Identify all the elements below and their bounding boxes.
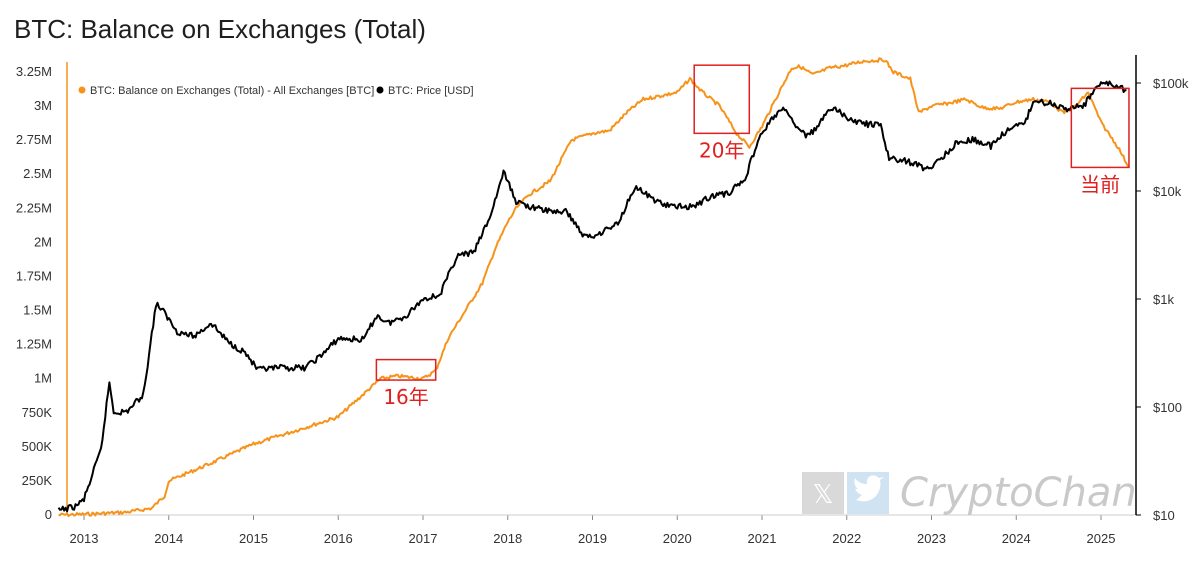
legend-marker-balance xyxy=(78,86,86,94)
y-left-tick-label: 0 xyxy=(45,507,52,522)
annotation-box xyxy=(375,358,437,381)
x-tick-label: 2016 xyxy=(324,531,353,546)
watermark-text: CryptoChan xyxy=(900,470,1137,516)
balance-series-line xyxy=(58,57,1130,518)
x-tick-label: 2020 xyxy=(663,531,692,546)
x-logo-icon xyxy=(802,472,844,514)
annotation-label: 16年 xyxy=(383,385,428,409)
y-left-tick-label: 3.25M xyxy=(16,64,52,79)
y-left-tick-label: 1M xyxy=(34,371,52,386)
annotation-box xyxy=(693,64,751,135)
watermark: 𝕏 CryptoChan xyxy=(802,470,1137,516)
x-tick-label: 2021 xyxy=(748,531,777,546)
annotation-box xyxy=(1070,87,1130,169)
y-right-tick-label: $100k xyxy=(1153,76,1189,91)
x-tick-label: 2023 xyxy=(917,531,946,546)
y-right-tick-label: $10 xyxy=(1153,508,1175,523)
x-tick-label: 2018 xyxy=(493,531,522,546)
y-left-tick-label: 2.75M xyxy=(16,132,52,147)
annotation-label: 20年 xyxy=(699,138,744,162)
y-left-tick-label: 2.25M xyxy=(16,200,52,215)
x-tick-label: 2013 xyxy=(70,531,99,546)
x-tick-label: 2019 xyxy=(578,531,607,546)
y-right-tick-label: $100 xyxy=(1153,400,1182,415)
y-left-tick-label: 250K xyxy=(22,473,53,488)
x-tick-label: 2015 xyxy=(239,531,268,546)
x-tick-label: 2022 xyxy=(832,531,861,546)
y-left-tick-label: 1.25M xyxy=(16,337,52,352)
y-left-tick-label: 2M xyxy=(34,234,52,249)
svg-text:𝕏: 𝕏 xyxy=(813,480,834,510)
legend: BTC: Balance on Exchanges (Total) - All … xyxy=(78,85,474,97)
y-left-tick-label: 2.5M xyxy=(23,166,52,181)
legend-marker-price xyxy=(376,86,384,94)
legend-label-price: BTC: Price [USD] xyxy=(388,85,474,97)
y-left-tick-label: 1.5M xyxy=(23,303,52,318)
x-tick-label: 2025 xyxy=(1087,531,1116,546)
y-right-tick-label: $1k xyxy=(1153,292,1174,307)
y-left-tick-label: 1.75M xyxy=(16,268,52,283)
y-left-tick-label: 750K xyxy=(22,405,53,420)
y-left-tick-label: 3M xyxy=(34,98,52,113)
x-tick-label: 2014 xyxy=(154,531,183,546)
chart-title: BTC: Balance on Exchanges (Total) xyxy=(14,14,426,44)
annotation-label: 当前 xyxy=(1080,172,1120,196)
x-tick-label: 2024 xyxy=(1002,531,1031,546)
price-series-line xyxy=(57,80,1127,513)
y-left-tick-label: 500K xyxy=(22,439,53,454)
x-tick-label: 2017 xyxy=(409,531,438,546)
y-right-tick-label: $10k xyxy=(1153,184,1182,199)
legend-label-balance: BTC: Balance on Exchanges (Total) - All … xyxy=(90,85,374,97)
